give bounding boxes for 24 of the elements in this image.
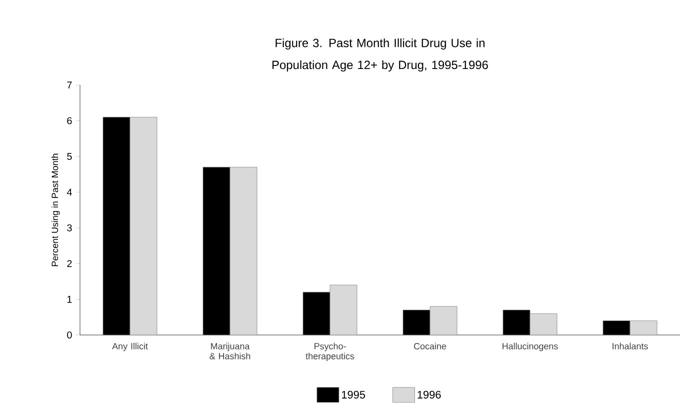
y-axis-title: Percent Using in Past Month [51, 154, 60, 266]
x-tick-label: Inhalants [612, 342, 648, 350]
y-tick-label: 4 [66, 188, 72, 196]
bar [330, 284, 358, 335]
y-tick-label: 7 [67, 82, 72, 88]
bar [230, 166, 258, 335]
x-tick-label: Hallucinogens [502, 342, 558, 352]
chart-title: Figure 3. Past Month Illicit Drug Use in Population Age 12+ by Drug, 1995-1996 [272, 38, 488, 72]
y-tick-label: 3 [67, 224, 72, 232]
y-tick-label: 1 [67, 296, 72, 303]
x-tick-label: Psycho-therapeutics [306, 342, 354, 362]
x-tick-label: Any Illicit [112, 342, 148, 352]
bar [530, 313, 558, 335]
x-tick-label: Marijuana & Hashish [210, 342, 250, 360]
bar [130, 116, 158, 335]
y-tick-label: 2 [67, 260, 72, 268]
y-tick-label: 5 [67, 152, 72, 160]
x-tick-label: Cocaine [414, 342, 446, 350]
y-tick-label: 6 [67, 117, 72, 124]
bar [430, 306, 458, 335]
bar [630, 320, 658, 335]
legend-label: 1995 [342, 390, 366, 399]
legend-label: 1996 [418, 390, 441, 399]
y-tick-label: 0 [67, 331, 72, 339]
